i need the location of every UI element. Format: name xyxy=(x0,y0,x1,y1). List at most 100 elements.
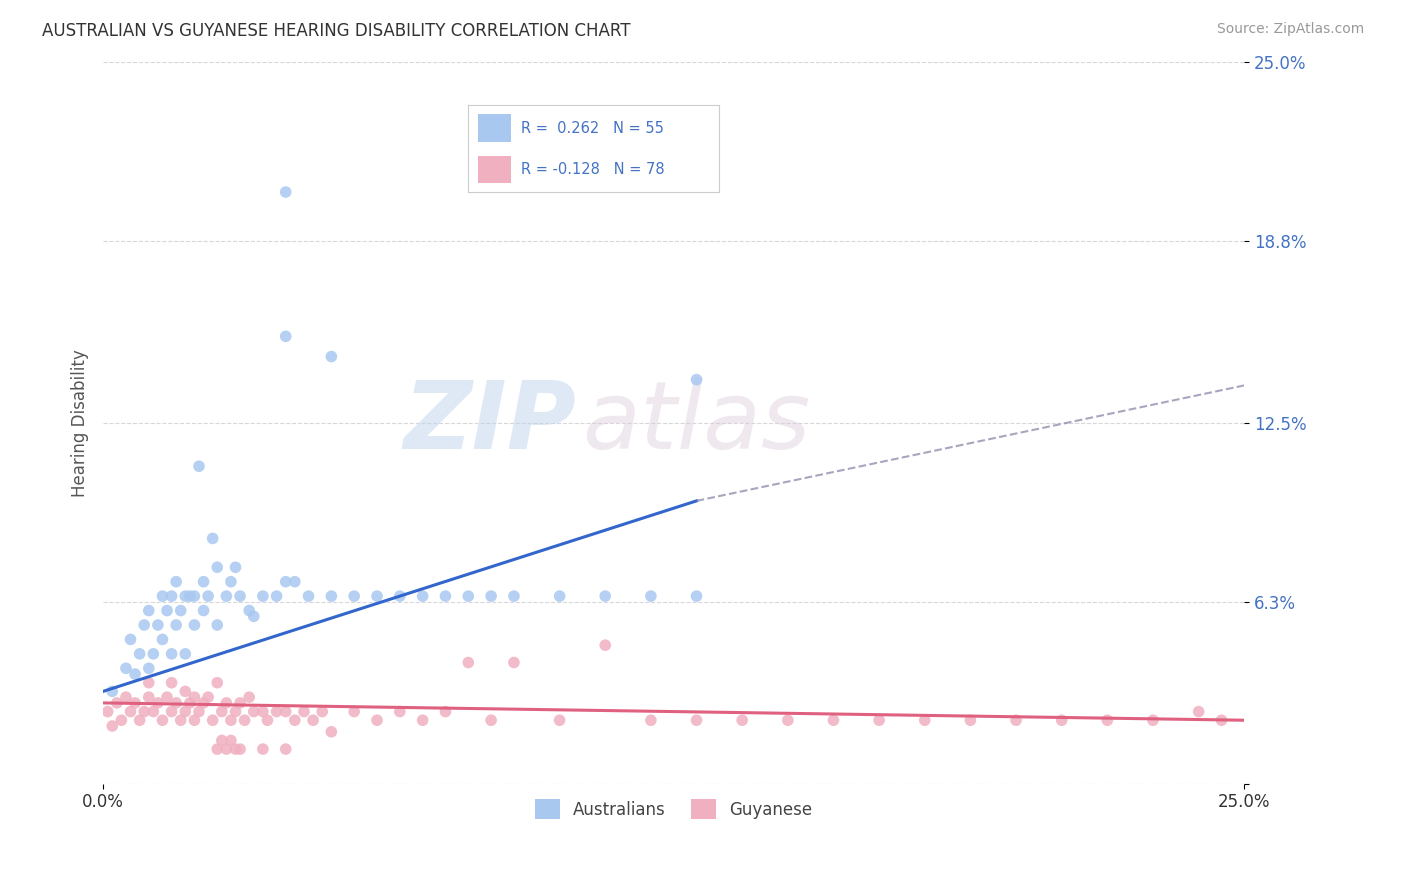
Point xyxy=(97,705,120,719)
Point xyxy=(321,350,343,364)
Point xyxy=(160,589,183,603)
Point xyxy=(215,589,238,603)
Point xyxy=(274,705,297,719)
Point xyxy=(238,603,260,617)
Point xyxy=(152,632,174,647)
Point xyxy=(207,742,229,756)
Point xyxy=(193,574,215,589)
Point xyxy=(138,661,160,675)
Point xyxy=(548,589,571,603)
Point xyxy=(229,696,252,710)
Point xyxy=(274,329,297,343)
Point xyxy=(242,609,264,624)
Point xyxy=(156,690,179,705)
Point xyxy=(229,589,252,603)
Point xyxy=(343,589,366,603)
Point xyxy=(321,589,343,603)
Point xyxy=(120,705,142,719)
Point xyxy=(593,589,616,603)
Point xyxy=(311,705,333,719)
Point xyxy=(284,713,307,727)
Point xyxy=(914,713,936,727)
Point xyxy=(115,661,138,675)
Point xyxy=(1142,713,1164,727)
Point xyxy=(124,667,146,681)
Point xyxy=(479,713,502,727)
Point xyxy=(174,647,197,661)
Point xyxy=(193,696,215,710)
Point xyxy=(640,589,662,603)
Point xyxy=(219,733,242,747)
Legend: Australians, Guyanese: Australians, Guyanese xyxy=(529,792,820,826)
Point xyxy=(266,589,288,603)
Point xyxy=(959,713,981,727)
Point xyxy=(207,675,229,690)
Point xyxy=(183,690,205,705)
Point xyxy=(134,618,156,632)
Point xyxy=(138,675,160,690)
Point xyxy=(170,713,193,727)
Point xyxy=(120,632,142,647)
Point xyxy=(160,705,183,719)
Point xyxy=(685,713,707,727)
Point xyxy=(146,618,169,632)
Y-axis label: Hearing Disability: Hearing Disability xyxy=(72,349,89,497)
Point xyxy=(215,742,238,756)
Point xyxy=(215,696,238,710)
Point xyxy=(128,713,150,727)
Point xyxy=(211,733,233,747)
Point xyxy=(1188,705,1211,719)
Point xyxy=(174,684,197,698)
Point xyxy=(142,647,165,661)
Point xyxy=(183,713,205,727)
Point xyxy=(548,713,571,727)
Point xyxy=(183,589,205,603)
Point xyxy=(179,589,201,603)
Point xyxy=(640,713,662,727)
Point xyxy=(124,696,146,710)
Point xyxy=(685,373,707,387)
Point xyxy=(274,742,297,756)
Point xyxy=(165,574,187,589)
Point xyxy=(1211,713,1233,727)
Point xyxy=(138,690,160,705)
Point xyxy=(229,742,252,756)
Point xyxy=(366,589,388,603)
Point xyxy=(224,705,246,719)
Point xyxy=(685,589,707,603)
Point xyxy=(165,618,187,632)
Point xyxy=(224,742,246,756)
Point xyxy=(146,696,169,710)
Point xyxy=(1005,713,1028,727)
Point xyxy=(434,705,457,719)
Point xyxy=(152,589,174,603)
Point xyxy=(219,574,242,589)
Point xyxy=(197,589,219,603)
Point xyxy=(274,574,297,589)
Point xyxy=(284,574,307,589)
Point xyxy=(297,589,319,603)
Point xyxy=(292,705,315,719)
Point xyxy=(101,684,124,698)
Point xyxy=(174,705,197,719)
Point xyxy=(207,618,229,632)
Point xyxy=(197,690,219,705)
Text: ZIP: ZIP xyxy=(404,377,576,469)
Point xyxy=(170,603,193,617)
Point xyxy=(823,713,845,727)
Point xyxy=(776,713,799,727)
Point xyxy=(152,713,174,727)
Point xyxy=(343,705,366,719)
Point xyxy=(211,705,233,719)
Point xyxy=(219,713,242,727)
Point xyxy=(479,589,502,603)
Point xyxy=(457,589,479,603)
Point xyxy=(193,603,215,617)
Point xyxy=(160,675,183,690)
Point xyxy=(252,589,274,603)
Point xyxy=(388,589,411,603)
Point xyxy=(868,713,890,727)
Text: AUSTRALIAN VS GUYANESE HEARING DISABILITY CORRELATION CHART: AUSTRALIAN VS GUYANESE HEARING DISABILIT… xyxy=(42,22,631,40)
Point xyxy=(174,589,197,603)
Point xyxy=(412,713,434,727)
